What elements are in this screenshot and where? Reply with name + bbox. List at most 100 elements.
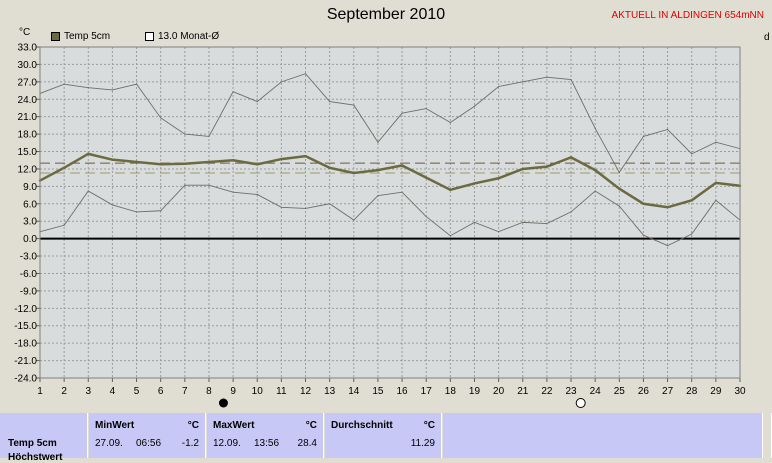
data-point-max: [715, 141, 717, 143]
data-point-max: [473, 105, 476, 107]
y-tick-label: 9.0: [23, 182, 37, 193]
y-tick-label: 15.0: [18, 147, 38, 158]
data-point-mean: [400, 164, 404, 167]
y-axis-ticks: 33.0 30.0 27.0 24.0 21.0 18.0 15.0 12.0 9.0 6.0 3.…: [14, 43, 40, 385]
data-point-max: [160, 117, 162, 119]
data-point-mean: [618, 187, 621, 190]
data-point-max: [280, 81, 282, 83]
legend-swatch-temp: [51, 32, 60, 41]
data-point-max: [666, 128, 669, 131]
data-point-min: [87, 190, 89, 192]
y-tick-label: -24.0: [14, 374, 37, 385]
x-tick-label: 9: [230, 386, 236, 397]
plot-area: [40, 47, 740, 378]
data-point-min: [63, 224, 65, 226]
page-title: September 2010: [326, 6, 446, 23]
legend-item-temp: Temp 5cm: [51, 31, 110, 42]
series-line-min: [39, 184, 741, 247]
x-tick-label: 13: [324, 386, 336, 397]
data-point-max: [184, 133, 186, 135]
y-tick-label: 6.0: [23, 199, 37, 210]
y-tick-label: -15.0: [14, 321, 37, 332]
y-tick-label: 18.0: [18, 130, 38, 141]
y-tick-label: 3.0: [23, 217, 37, 228]
y-tick-label: 30.0: [18, 60, 38, 71]
data-point-min: [425, 215, 427, 218]
y-tick-label: -12.0: [14, 304, 37, 315]
stats-min-value: -1.2: [181, 438, 199, 449]
data-point-max: [691, 153, 693, 155]
data-point-min: [642, 234, 645, 236]
stats-series-name: Temp 5cm: [8, 438, 57, 449]
x-tick-label: 7: [182, 386, 188, 397]
data-point-mean: [328, 166, 331, 169]
data-point-mean: [183, 162, 187, 165]
series-lines: [38, 73, 742, 247]
x-tick-label: 25: [614, 386, 626, 397]
data-point-min: [401, 191, 403, 193]
x-tick-label: 1: [37, 386, 43, 397]
data-point-mean: [352, 171, 355, 175]
stats-min-time: 06:56: [136, 438, 162, 449]
stats-avg-value: 11.29: [410, 438, 435, 449]
y-tick-label: 0.0: [23, 234, 37, 245]
stats-max-unit: °C: [305, 420, 317, 431]
data-point-mean: [159, 163, 162, 166]
x-tick-label: 28: [686, 386, 698, 397]
y-tick-label: -18.0: [14, 339, 37, 350]
data-point-max: [232, 91, 234, 93]
x-tick-label: 4: [110, 386, 116, 397]
x-tick-label: 29: [710, 386, 722, 397]
x-tick-label: 14: [348, 386, 360, 397]
data-point-mean: [207, 160, 211, 164]
data-point-max: [208, 135, 210, 138]
grid-lines: [40, 46, 740, 379]
data-point-min: [232, 191, 234, 193]
data-point-max: [546, 76, 548, 78]
data-point-mean: [714, 181, 718, 185]
data-point-min: [449, 235, 451, 237]
data-point-min: [280, 206, 282, 208]
data-point-mean: [135, 160, 138, 164]
moon-phase-icons: [218, 398, 586, 408]
data-point-min: [377, 195, 379, 197]
data-point-mean: [304, 154, 307, 158]
series-line-mean: [39, 152, 741, 209]
data-point-max: [135, 83, 138, 85]
y-tick-label: 27.0: [18, 77, 38, 88]
data-point-max: [329, 100, 331, 103]
data-point-min: [594, 190, 596, 192]
stats-avg-label: Durchschnitt: [331, 420, 393, 431]
x-tick-label: 5: [134, 386, 140, 397]
stats-empty-cell: [443, 413, 763, 458]
data-point-mean: [111, 158, 114, 161]
x-tick-label: 26: [638, 386, 650, 397]
data-point-max: [642, 135, 645, 138]
data-point-max: [63, 83, 65, 85]
status-text: AKTUELL IN ALDINGEN 654mNN: [611, 10, 764, 21]
data-point-mean: [545, 165, 549, 168]
data-point-mean: [593, 168, 597, 172]
data-point-min: [135, 211, 138, 213]
full-moon-icon: [575, 398, 586, 408]
x-tick-label: 22: [541, 386, 553, 397]
y-tick-label: 33.0: [18, 43, 38, 54]
data-point-min: [304, 207, 307, 210]
x-tick-label: 19: [469, 386, 481, 397]
data-point-mean: [280, 157, 283, 161]
data-point-min: [498, 231, 500, 233]
stats-max-cell: MaxWert °C 12.09. 13:56 28.4: [207, 413, 324, 458]
data-point-mean: [569, 156, 573, 159]
x-tick-label: 30: [734, 386, 746, 397]
data-point-mean: [376, 168, 380, 172]
legend-swatch-monthly-avg: [145, 32, 154, 41]
stats-min-date: 27.09.: [95, 438, 123, 449]
stats-panel: Temp 5cm Höchstwert MinWert °C 27.09. 06…: [0, 413, 772, 463]
data-point-mean: [449, 188, 452, 192]
data-point-max: [618, 171, 620, 174]
data-point-mean: [690, 199, 693, 202]
x-tick-label: 3: [85, 386, 91, 397]
x-tick-label: 16: [397, 386, 409, 397]
data-point-max: [111, 89, 114, 91]
x-tick-label: 6: [158, 386, 164, 397]
